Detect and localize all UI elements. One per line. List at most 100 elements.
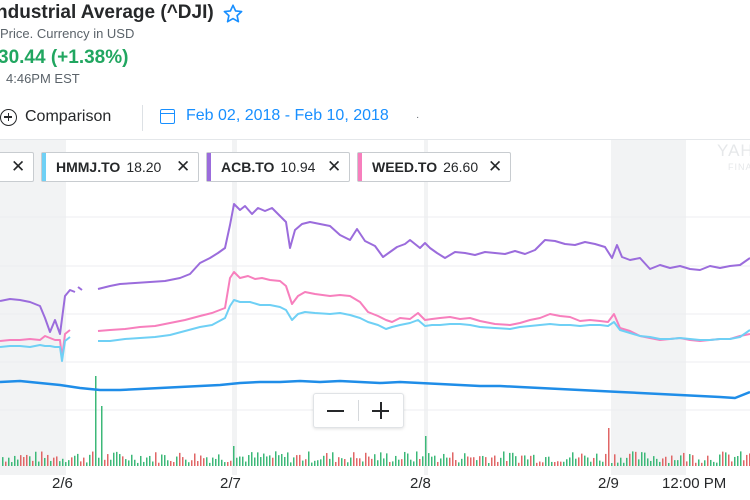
volume-bar: [101, 406, 103, 466]
volume-bar: [251, 452, 253, 466]
volume-bar: [350, 457, 352, 466]
close-icon[interactable]: ✕: [176, 157, 191, 176]
volume-bar: [515, 456, 517, 466]
volume-bar: [590, 461, 592, 466]
volume-bar: [197, 461, 199, 466]
volume-bar: [80, 461, 82, 466]
acb-line: [0, 203, 750, 335]
volume-bar: [602, 461, 604, 466]
volume-bar: [383, 458, 385, 466]
volume-bar: [86, 462, 88, 466]
volume-bar: [335, 461, 337, 466]
quote-title: ndustrial Average (^DJI): [0, 2, 214, 23]
zoom-in-icon[interactable]: [359, 394, 403, 427]
zoom-out-icon[interactable]: [314, 394, 358, 427]
volume-bar: [128, 460, 130, 466]
volume-bar: [125, 459, 127, 466]
volume-bar: [164, 455, 166, 466]
volume-bar: [8, 457, 10, 466]
volume-bar: [365, 452, 367, 466]
volume-bar: [650, 460, 652, 466]
volume-bar: [326, 453, 328, 466]
volume-bar: [191, 460, 193, 466]
volume-bar: [713, 461, 715, 466]
volume-bar: [116, 451, 118, 466]
volume-bar: [200, 455, 202, 466]
volume-bar: [272, 457, 274, 466]
volume-bar: [263, 453, 265, 466]
volume-bar: [524, 455, 526, 466]
volume-bar: [158, 462, 160, 466]
volume-bar: [422, 456, 424, 466]
volume-bar: [575, 458, 577, 466]
volume-bar: [170, 460, 172, 466]
volume-bar: [611, 462, 613, 466]
volume-bar: [464, 453, 466, 466]
close-icon[interactable]: ✕: [327, 157, 342, 176]
price-chart[interactable]: [0, 140, 750, 500]
hmmj-line: [0, 299, 750, 362]
volume-bar: [146, 457, 148, 466]
volume-bar: [530, 455, 532, 466]
comparison-button[interactable]: Comparison: [0, 106, 111, 128]
volume-bar: [188, 462, 190, 466]
volume-bar: [596, 453, 598, 466]
volume-bar: [5, 461, 7, 466]
chip-symbol: HMMJ.TO: [56, 159, 121, 175]
volume-bar: [509, 452, 511, 466]
volume-bar: [740, 451, 742, 466]
volume-bar: [389, 461, 391, 466]
volume-bar: [584, 455, 586, 466]
volume-bar: [161, 454, 163, 466]
volume-bar: [428, 453, 430, 466]
close-icon[interactable]: ✕: [488, 157, 503, 176]
calendar-icon: [160, 108, 175, 124]
volume-bar: [560, 461, 562, 466]
volume-bar: [74, 455, 76, 466]
volume-bar: [416, 451, 418, 466]
volume-bar: [296, 455, 298, 466]
volume-bar: [392, 461, 394, 466]
volume-bar: [437, 461, 439, 466]
zoom-control: [313, 393, 404, 428]
volume-bar: [323, 455, 325, 466]
volume-bar: [155, 452, 157, 466]
volume-bar: [50, 460, 52, 466]
volume-bar: [410, 459, 412, 466]
volume-bar: [482, 455, 484, 466]
volume-bar: [338, 457, 340, 466]
volume-bar: [353, 452, 355, 466]
close-icon[interactable]: ✕: [11, 157, 26, 176]
chip-weed[interactable]: WEED.TO 26.60 ✕: [357, 152, 511, 182]
volume-bar: [641, 452, 643, 466]
quote-subtitle: Price. Currency in USD: [0, 26, 135, 41]
volume-bar: [287, 452, 289, 466]
volume-bar: [626, 457, 628, 466]
volume-bar: [38, 461, 40, 466]
chip-acb[interactable]: ACB.TO 10.94 ✕: [206, 152, 350, 182]
price-change: 30.44 (+1.38%): [0, 47, 129, 68]
volume-bar: [224, 462, 226, 466]
volume-bar: [710, 459, 712, 466]
volume-bar: [578, 457, 580, 466]
chip-value: 26.60: [443, 159, 479, 175]
volume-bar: [110, 459, 112, 466]
volume-bar: [581, 453, 583, 466]
volume-bar: [452, 452, 454, 466]
date-range-button[interactable]: Feb 02, 2018 - Feb 10, 2018: [160, 107, 389, 125]
toolbar-divider: [142, 105, 143, 131]
volume-bar: [743, 460, 745, 466]
volume-bar: [395, 455, 397, 466]
date-range-label: Feb 02, 2018 - Feb 10, 2018: [186, 107, 389, 124]
star-outline-icon[interactable]: [222, 3, 244, 25]
zoom-divider: [358, 400, 359, 421]
volume-bar: [533, 454, 535, 466]
chip-hidden-left[interactable]: ✕: [0, 152, 34, 182]
volume-bar: [449, 457, 451, 466]
volume-bar: [680, 455, 682, 466]
chip-hmmj[interactable]: HMMJ.TO 18.20 ✕: [41, 152, 199, 182]
volume-bar: [98, 457, 100, 466]
volume-bar: [257, 452, 259, 466]
volume-bar: [107, 454, 109, 466]
volume-bar: [344, 459, 346, 466]
